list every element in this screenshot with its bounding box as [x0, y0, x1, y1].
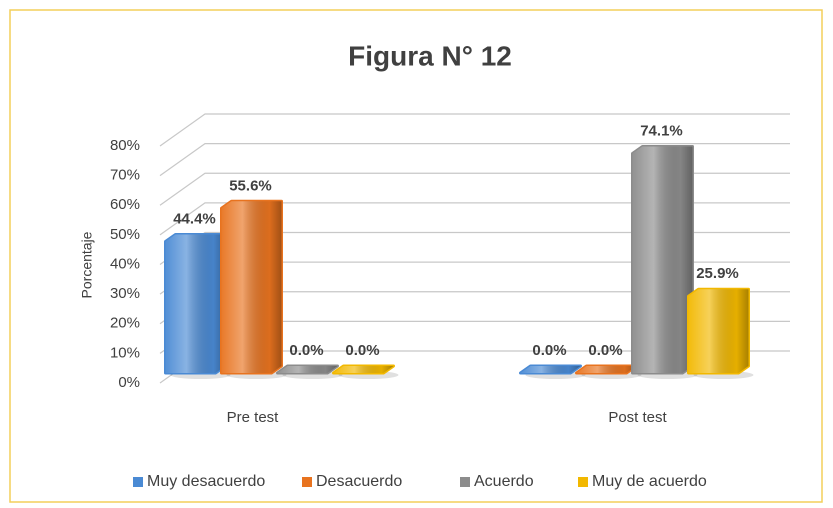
grid-line	[159, 172, 790, 206]
legend-label: Muy de acuerdo	[592, 473, 707, 490]
y-tick-label: 80%	[110, 137, 140, 154]
legend-swatch	[302, 477, 312, 487]
bar-shine	[221, 201, 282, 373]
grid-line	[159, 202, 790, 236]
y-tick-label: 30%	[110, 285, 140, 302]
chart-title: Figura N° 12	[348, 40, 512, 71]
legend-swatch	[133, 477, 143, 487]
y-tick-label: 40%	[110, 255, 140, 272]
grid-line	[159, 113, 790, 147]
value-label: 25.9%	[696, 265, 739, 282]
y-tick-label: 0%	[118, 374, 140, 391]
value-label: 0.0%	[588, 342, 622, 359]
y-axis-title: Porcentaje	[79, 231, 95, 298]
bar-shine	[165, 234, 226, 373]
value-label: 0.0%	[532, 342, 566, 359]
y-tick-label: 70%	[110, 167, 140, 184]
x-tick-label: Post test	[608, 409, 667, 426]
bar-shine	[333, 366, 394, 373]
y-tick-label: 60%	[110, 196, 140, 213]
value-label: 74.1%	[640, 122, 683, 139]
bar-shine	[632, 146, 693, 373]
legend-label: Muy desacuerdo	[147, 473, 265, 490]
legend-swatch	[578, 477, 588, 487]
value-label: 0.0%	[289, 342, 323, 359]
grid-line	[159, 143, 790, 177]
bar-shine	[688, 289, 749, 373]
y-tick-label: 50%	[110, 226, 140, 243]
value-label: 55.6%	[229, 177, 272, 194]
legend-label: Desacuerdo	[316, 473, 402, 490]
legend-label: Acuerdo	[474, 473, 534, 490]
value-label: 0.0%	[345, 342, 379, 359]
bar-shine	[277, 366, 338, 373]
frame	[9, 9, 823, 503]
bar-shine	[520, 366, 581, 373]
x-tick-label: Pre test	[227, 409, 280, 426]
value-label: 44.4%	[173, 210, 216, 227]
y-tick-label: 20%	[110, 315, 140, 332]
y-tick-label: 10%	[110, 344, 140, 361]
legend-swatch	[460, 477, 470, 487]
bar-shine	[576, 366, 637, 373]
